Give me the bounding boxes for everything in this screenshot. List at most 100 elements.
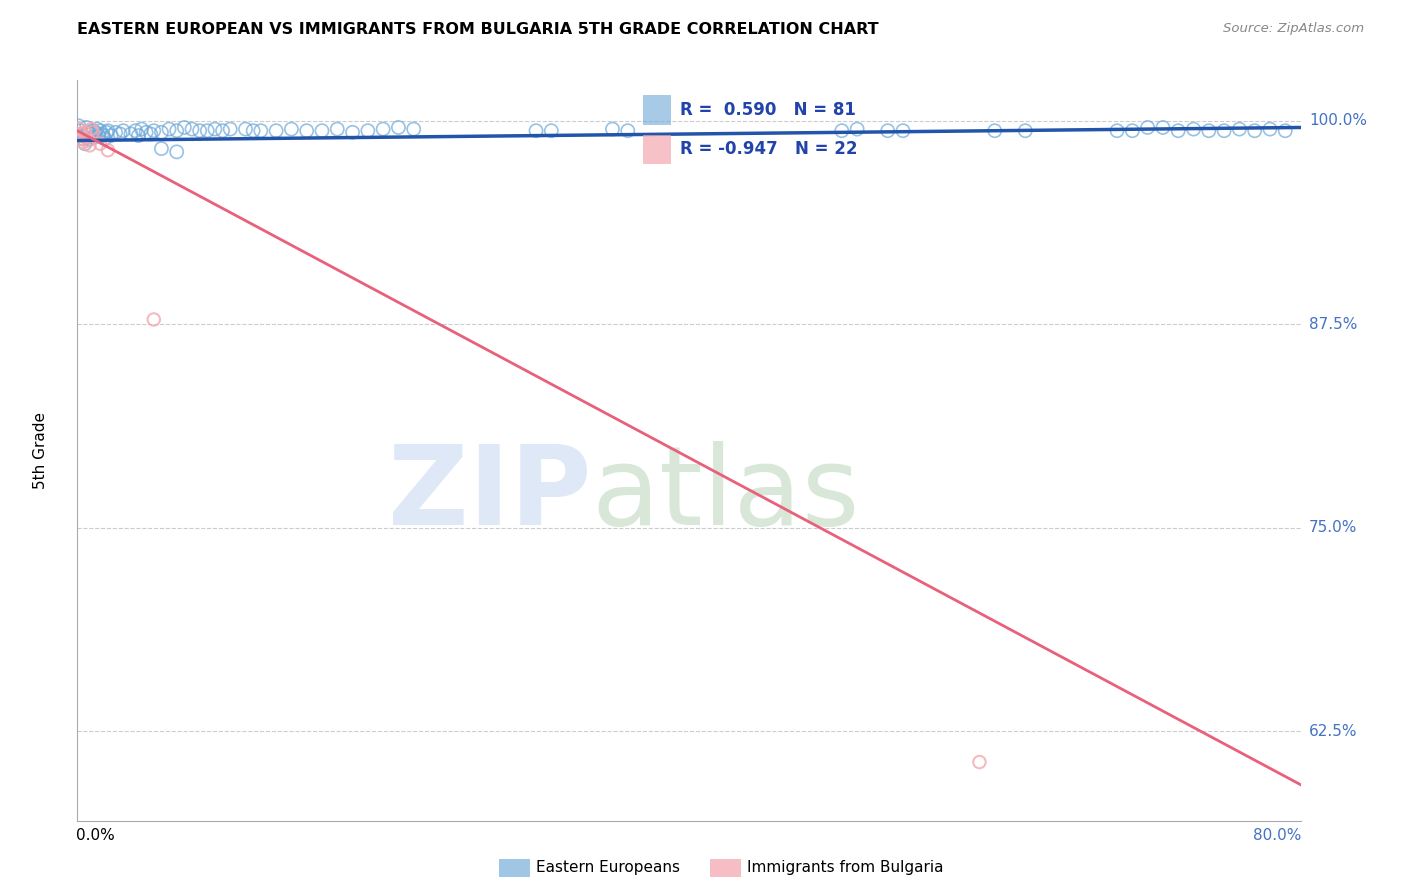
Point: [72, 135, 94, 149]
Point: [112, 124, 135, 138]
Point: [891, 124, 914, 138]
Point: [135, 125, 157, 139]
Point: [80, 127, 103, 141]
Point: [67, 119, 90, 133]
Point: [83, 130, 105, 145]
Text: 100.0%: 100.0%: [1309, 113, 1367, 128]
Point: [89, 136, 111, 151]
Point: [70, 132, 93, 146]
Point: [1243, 124, 1265, 138]
Point: [70, 128, 93, 143]
Point: [242, 124, 264, 138]
Point: [188, 124, 211, 138]
Point: [79, 138, 101, 153]
Point: [219, 122, 242, 136]
Point: [181, 122, 204, 136]
Point: [166, 124, 188, 138]
Point: [124, 124, 146, 138]
Point: [76, 120, 98, 135]
Point: [150, 142, 173, 156]
Point: [90, 127, 112, 141]
Point: [157, 122, 180, 136]
Point: [73, 136, 96, 151]
Point: [195, 124, 218, 138]
Point: [1107, 124, 1129, 138]
Point: [846, 122, 869, 136]
Point: [120, 127, 142, 141]
Point: [127, 128, 149, 143]
Point: [371, 122, 394, 136]
Point: [831, 124, 853, 138]
Text: 5th Grade: 5th Grade: [34, 412, 48, 489]
Point: [91, 128, 114, 143]
Point: [876, 124, 898, 138]
Point: [82, 125, 104, 139]
Point: [150, 125, 173, 139]
Text: Immigrants from Bulgaria: Immigrants from Bulgaria: [747, 861, 943, 875]
Point: [1121, 124, 1143, 138]
Point: [342, 125, 364, 139]
Text: 0.0%: 0.0%: [76, 828, 115, 843]
Point: [969, 755, 991, 769]
Point: [540, 124, 562, 138]
Point: [104, 125, 127, 139]
Point: [204, 122, 226, 136]
Point: [97, 124, 120, 138]
Point: [87, 128, 110, 143]
Point: [69, 124, 91, 138]
Point: [108, 127, 131, 141]
Point: [1274, 124, 1296, 138]
Point: [295, 124, 318, 138]
Point: [1152, 120, 1174, 135]
Text: atlas: atlas: [591, 442, 859, 549]
Point: [173, 120, 195, 135]
Point: [76, 130, 98, 145]
Point: [86, 122, 108, 136]
Text: 75.0%: 75.0%: [1309, 520, 1357, 535]
Text: EASTERN EUROPEAN VS IMMIGRANTS FROM BULGARIA 5TH GRADE CORRELATION CHART: EASTERN EUROPEAN VS IMMIGRANTS FROM BULG…: [77, 22, 879, 37]
Point: [139, 127, 162, 141]
Point: [524, 124, 547, 138]
Point: [1229, 122, 1251, 136]
Point: [1167, 124, 1189, 138]
Point: [250, 124, 273, 138]
Point: [89, 124, 111, 138]
Point: [311, 124, 333, 138]
Point: [235, 122, 257, 136]
Point: [1213, 124, 1236, 138]
Point: [131, 122, 153, 136]
Point: [77, 125, 100, 139]
Point: [73, 125, 96, 139]
Text: 62.5%: 62.5%: [1309, 723, 1357, 739]
Point: [94, 132, 117, 146]
Text: Source: ZipAtlas.com: Source: ZipAtlas.com: [1223, 22, 1364, 36]
Point: [166, 145, 188, 159]
Point: [602, 122, 624, 136]
Point: [69, 127, 91, 141]
Point: [211, 124, 233, 138]
Text: ZIP: ZIP: [388, 442, 591, 549]
Text: Eastern Europeans: Eastern Europeans: [536, 861, 679, 875]
Point: [100, 128, 122, 143]
Point: [84, 125, 107, 139]
Text: 80.0%: 80.0%: [1253, 828, 1302, 843]
Point: [1258, 122, 1281, 136]
Point: [357, 124, 380, 138]
Point: [82, 124, 104, 138]
Point: [280, 122, 302, 136]
Point: [72, 132, 94, 146]
Point: [96, 125, 118, 139]
Point: [97, 143, 120, 157]
Point: [1136, 120, 1159, 135]
Point: [80, 122, 103, 136]
Point: [67, 122, 90, 136]
Point: [142, 124, 165, 138]
Point: [402, 122, 425, 136]
Point: [1198, 124, 1220, 138]
Point: [984, 124, 1007, 138]
Point: [326, 122, 349, 136]
Point: [264, 124, 287, 138]
Point: [142, 312, 165, 326]
Point: [1182, 122, 1205, 136]
Text: 87.5%: 87.5%: [1309, 317, 1357, 332]
